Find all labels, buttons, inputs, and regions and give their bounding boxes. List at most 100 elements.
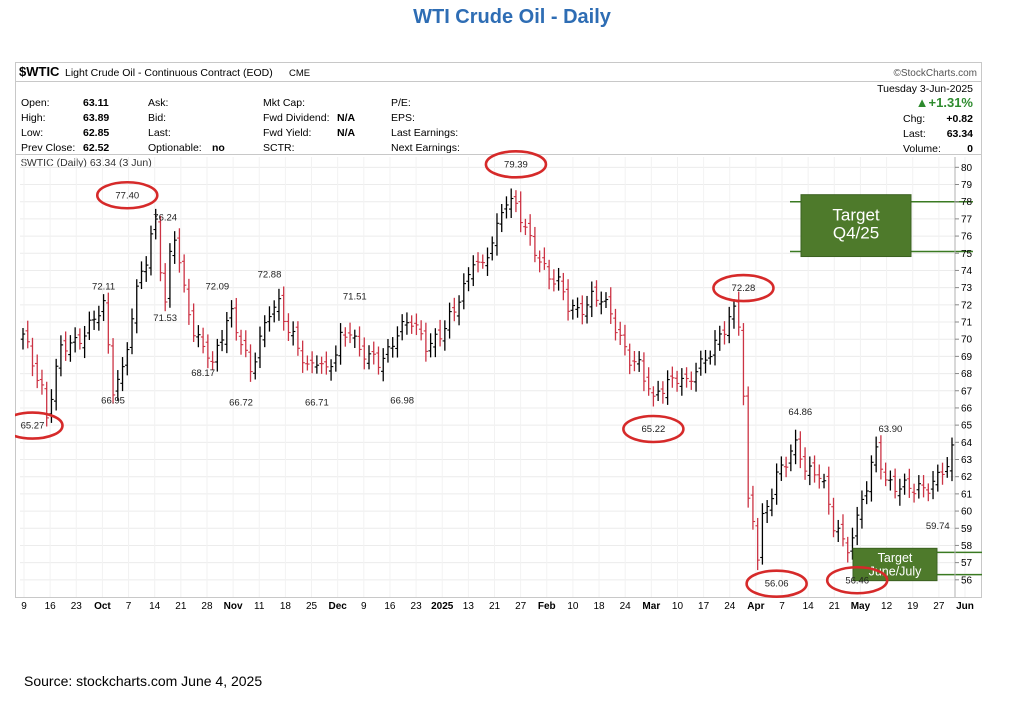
stat-label: P/E: — [391, 97, 411, 109]
stat-value: N/A — [337, 127, 356, 139]
x-tick-label: 9 — [361, 601, 367, 612]
callout-label: 71.53 — [153, 313, 177, 324]
y-tick-label: 67 — [961, 386, 973, 397]
x-tick-label: 2025 — [431, 601, 454, 612]
y-tick-label: 76 — [961, 232, 973, 243]
y-tick-label: 72 — [961, 300, 973, 311]
y-tick-label: 77 — [961, 214, 973, 225]
source-note: Source: stockcharts.com June 4, 2025 — [24, 673, 263, 689]
volume-label: Volume: — [903, 143, 941, 155]
chart-exchange: CME — [289, 68, 310, 79]
callout-label: 66.98 — [390, 396, 414, 407]
y-tick-label: 80 — [961, 163, 973, 174]
x-tick-label: 7 — [126, 601, 132, 612]
chg-label: Chg: — [903, 113, 925, 125]
x-tick-label: 18 — [593, 601, 605, 612]
callout-label: 65.22 — [642, 424, 666, 435]
callout-circle — [484, 150, 548, 179]
y-tick-label: 79 — [961, 180, 973, 191]
chart-symbol: $WTIC — [19, 64, 60, 79]
callout-circle — [95, 180, 159, 210]
y-tick-label: 60 — [961, 507, 973, 518]
callout-label: 72.28 — [732, 283, 756, 294]
callout-label: 64.86 — [788, 407, 812, 418]
header-box — [15, 81, 982, 155]
x-tick-label: 21 — [175, 601, 187, 612]
callout-circle — [745, 569, 808, 598]
callout-circle — [712, 273, 775, 303]
callout-label: 66.71 — [305, 397, 329, 408]
y-tick-label: 57 — [961, 558, 973, 569]
x-tick-label: Feb — [538, 601, 556, 612]
callout-label: 59.74 — [926, 521, 950, 532]
chg-value: +0.82 — [946, 113, 973, 125]
callout-label: 56.06 — [765, 579, 789, 590]
page-title: WTI Crude Oil - Daily — [413, 6, 611, 28]
callout-label: 56.46 — [845, 575, 869, 586]
x-tick-label: 14 — [803, 601, 815, 612]
y-tick-label: 62 — [961, 472, 973, 483]
x-axis: 9 16 23 Oct 7 14 21 28 Nov 11 18 25 Dec 9 16 23 2025 13 21… — [21, 601, 974, 612]
x-tick-label: 21 — [829, 601, 841, 612]
x-tick-label: 16 — [384, 601, 396, 612]
target-box — [852, 547, 938, 582]
x-tick-label: 23 — [71, 601, 83, 612]
x-tick-label: Oct — [94, 601, 111, 612]
stat-label: Open: — [21, 97, 50, 109]
callout-label: 68.17 — [191, 368, 215, 379]
callout-circle — [622, 414, 685, 444]
callout-label: 72.88 — [258, 269, 282, 280]
target-label-line2: Q4/25 — [833, 224, 879, 243]
x-tick-label: 17 — [698, 601, 710, 612]
x-tick-label: Mar — [642, 601, 660, 612]
y-tick-label: 59 — [961, 524, 973, 535]
y-tick-label: 66 — [961, 403, 973, 414]
x-tick-label: 24 — [620, 601, 632, 612]
stat-label: Mkt Cap: — [263, 97, 305, 109]
stat-label: EPS: — [391, 112, 415, 124]
price-bars — [20, 188, 955, 571]
x-tick-label: 7 — [779, 601, 785, 612]
x-tick-label: Apr — [747, 601, 764, 612]
y-tick-label: 69 — [961, 352, 973, 363]
callout-label: 71.51 — [343, 292, 367, 303]
x-tick-label: 28 — [201, 601, 213, 612]
last-label: Last: — [903, 128, 926, 140]
x-tick-label: 12 — [881, 601, 893, 612]
x-tick-label: 13 — [463, 601, 475, 612]
x-tick-label: 19 — [907, 601, 919, 612]
stat-label: Last: — [148, 127, 171, 139]
stat-value: N/A — [337, 112, 356, 124]
target-label-line2: June/July — [869, 564, 923, 578]
x-tick-label: 9 — [21, 601, 27, 612]
volume-value: 0 — [967, 143, 973, 155]
y-tick-label: 68 — [961, 369, 973, 380]
stat-label: Optionable: — [148, 142, 202, 154]
stat-value: 62.52 — [83, 142, 109, 154]
x-tick-label: 24 — [724, 601, 736, 612]
x-tick-label: 27 — [933, 601, 945, 612]
y-tick-label: 64 — [961, 438, 973, 449]
stat-label: Next Earnings: — [391, 142, 460, 154]
callout-label: 77.40 — [115, 190, 139, 201]
y-tick-label: 74 — [961, 266, 973, 277]
stat-value: 63.11 — [83, 97, 109, 109]
callout-label: 76.24 — [153, 213, 177, 224]
stat-label: Low: — [21, 127, 43, 139]
y-tick-label: 73 — [961, 283, 973, 294]
stat-value: 63.89 — [83, 112, 109, 124]
y-tick-label: 58 — [961, 541, 973, 552]
grid-layer — [20, 157, 966, 597]
chart-description: Light Crude Oil - Continuous Contract (E… — [65, 67, 273, 79]
target-label-line1: Target — [832, 206, 880, 225]
y-tick-label: 65 — [961, 421, 973, 432]
callout-circle — [825, 565, 889, 595]
x-tick-label: 25 — [306, 601, 318, 612]
x-tick-label: Jun — [956, 601, 974, 612]
brand-label: ©StockCharts.com — [893, 68, 977, 79]
stat-label: Ask: — [148, 97, 168, 109]
x-tick-label: Nov — [224, 601, 243, 612]
stat-label: Fwd Yield: — [263, 127, 311, 139]
callout-label: 66.95 — [101, 396, 125, 407]
